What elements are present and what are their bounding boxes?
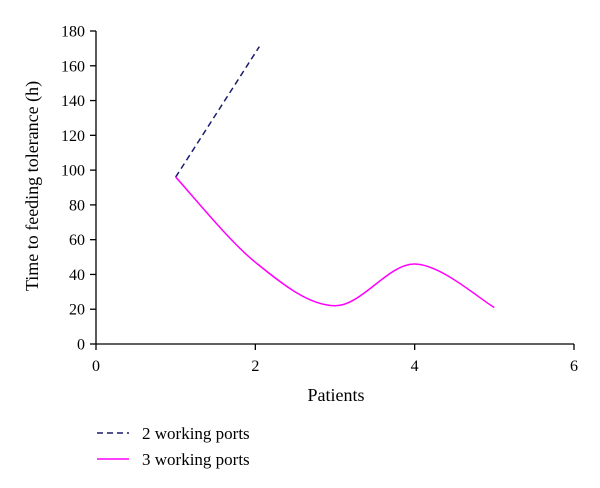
y-tick-label: 20 xyxy=(69,302,85,319)
x-tick-label: 0 xyxy=(92,358,100,375)
y-tick-label: 0 xyxy=(77,337,85,354)
axes: 0 2 4 6 0 20 40 60 80 100 120 140 160 180 xyxy=(61,24,578,376)
y-tick-label: 40 xyxy=(69,267,85,284)
x-tick-label: 2 xyxy=(251,358,259,375)
series-layer xyxy=(175,46,495,309)
series-line-2-working-ports xyxy=(175,46,260,178)
y-tick-label: 140 xyxy=(61,93,85,110)
y-tick-label: 100 xyxy=(61,163,85,180)
y-tick-label: 120 xyxy=(61,128,85,145)
x-tick-label: 6 xyxy=(570,358,578,375)
y-tick-label: 180 xyxy=(61,24,85,41)
y-tick-label: 60 xyxy=(69,232,85,249)
y-tick-label: 160 xyxy=(61,58,85,75)
x-ticks: 0 2 4 6 xyxy=(92,344,578,375)
x-tick-label: 4 xyxy=(411,358,419,375)
legend-label-3-working-ports: 3 working ports xyxy=(142,450,250,469)
y-tick-label: 80 xyxy=(69,197,85,214)
x-axis-title: Patients xyxy=(308,385,365,405)
y-axis-title: Time to feeding tolerance (h) xyxy=(22,81,43,291)
y-ticks: 0 20 40 60 80 100 120 140 160 180 xyxy=(61,24,96,354)
legend: 2 working ports 3 working ports xyxy=(97,424,250,469)
legend-label-2-working-ports: 2 working ports xyxy=(142,424,250,443)
series-line-3-working-ports xyxy=(175,176,495,309)
